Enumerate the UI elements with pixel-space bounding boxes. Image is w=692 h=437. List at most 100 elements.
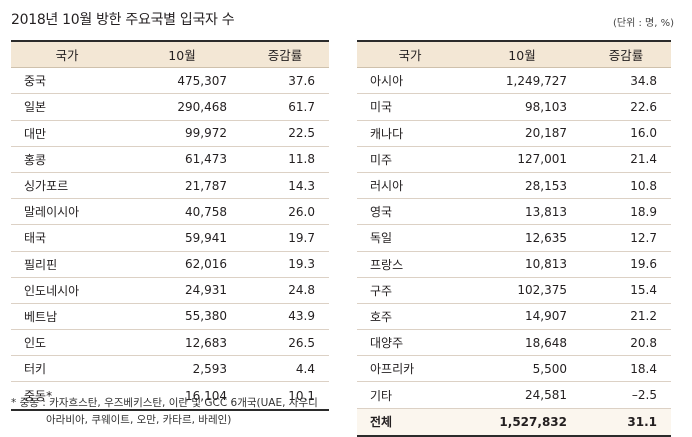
change-cell: –2.5 (631, 388, 657, 403)
table-row: 태국 59,941 19.7 (11, 225, 329, 252)
table-row: 아프리카 5,500 18.4 (357, 356, 671, 383)
country-cell: 대양주 (370, 336, 404, 351)
table-row: 독일 12,635 12.7 (357, 225, 671, 252)
change-cell: 18.9 (630, 204, 657, 219)
footnote: * 중동 : 카자흐스탄, 우즈베키스탄, 이란 및 GCC 6개국(UAE, … (11, 395, 318, 429)
table-row: 프랑스 10,813 19.6 (357, 252, 671, 278)
change-cell: 16.0 (630, 126, 657, 141)
value-cell: 18,648 (525, 335, 567, 350)
value-cell: 14,907 (525, 309, 567, 324)
value-cell: 62,016 (185, 257, 227, 272)
table-row: 베트남 55,380 43.9 (11, 304, 329, 331)
value-cell: 1,527,832 (499, 414, 567, 429)
value-cell: 20,187 (525, 126, 567, 141)
table-row: 필리핀 62,016 19.3 (11, 252, 329, 278)
change-cell: 21.4 (630, 152, 657, 167)
table-row: 인도네시아 24,931 24.8 (11, 278, 329, 304)
change-cell: 26.5 (288, 335, 315, 350)
country-cell: 태국 (24, 231, 47, 246)
value-cell: 290,468 (177, 99, 227, 114)
country-cell: 영국 (370, 205, 393, 220)
country-cell: 중동* (24, 389, 53, 404)
table-row: 터키 2,593 4.4 (11, 356, 329, 383)
change-cell: 37.6 (288, 73, 315, 88)
header-change: 증감률 (267, 48, 303, 64)
country-cell: 러시아 (370, 179, 404, 194)
change-cell: 19.6 (630, 257, 657, 272)
table-row: 미주 127,001 21.4 (357, 147, 671, 173)
country-cell: 기타 (370, 388, 393, 403)
change-cell: 18.4 (630, 361, 657, 376)
value-cell: 98,103 (525, 99, 567, 114)
page-title: 2018년 10월 방한 주요국별 입국자 수 (11, 12, 235, 28)
header-month: 10월 (508, 48, 536, 64)
value-cell: 475,307 (177, 73, 227, 88)
country-cell: 터키 (24, 362, 47, 377)
change-cell: 22.5 (288, 126, 315, 141)
footnote-line-2: 아라비아, 쿠웨이트, 오만, 카타르, 바레인) (46, 414, 232, 426)
value-cell: 12,683 (185, 335, 227, 350)
change-cell: 34.8 (630, 73, 657, 88)
country-cell: 인도 (24, 336, 47, 351)
change-cell: 19.7 (288, 230, 315, 245)
table-row: 전체 1,527,832 31.1 (357, 408, 671, 435)
left-table: 국가 10월 증감률 중국 475,307 37.6 일본 290,468 61.7 대만 9… (11, 40, 329, 411)
change-cell: 10.8 (630, 178, 657, 193)
unit-note: (단위 : 명, %) (613, 18, 674, 29)
value-cell: 102,375 (517, 283, 567, 298)
country-cell: 일본 (24, 100, 47, 115)
value-cell: 99,972 (185, 126, 227, 141)
country-cell: 아프리카 (370, 362, 415, 377)
country-cell: 홍콩 (24, 152, 47, 167)
table-row: 아시아 1,249,727 34.8 (357, 68, 671, 95)
change-cell: 24.8 (288, 283, 315, 298)
country-cell: 미국 (370, 100, 393, 115)
change-cell: 10.1 (288, 388, 315, 403)
table-row: 호주 14,907 21.2 (357, 304, 671, 331)
value-cell: 12,635 (525, 230, 567, 245)
country-cell: 중국 (24, 74, 47, 89)
table-row: 대만 99,972 22.5 (11, 121, 329, 147)
country-cell: 대만 (24, 126, 47, 141)
table-row: 홍콩 61,473 11.8 (11, 147, 329, 173)
footnote-line-1: * 중동 : 카자흐스탄, 우즈베키스탄, 이란 및 GCC 6개국(UAE, … (11, 397, 318, 409)
country-cell: 독일 (370, 231, 393, 246)
change-cell: 20.8 (630, 335, 657, 350)
left-table-header: 국가 10월 증감률 (11, 42, 329, 69)
table-row: 중동* 16,104 10.1 (11, 382, 329, 408)
country-cell: 싱가포르 (24, 179, 69, 194)
value-cell: 55,380 (185, 309, 227, 324)
value-cell: 28,153 (525, 178, 567, 193)
value-cell: 59,941 (185, 230, 227, 245)
country-cell: 구주 (370, 283, 393, 298)
value-cell: 21,787 (185, 178, 227, 193)
change-cell: 11.8 (288, 152, 315, 167)
table-row: 일본 290,468 61.7 (11, 94, 329, 121)
change-cell: 43.9 (288, 309, 315, 324)
table-row: 싱가포르 21,787 14.3 (11, 173, 329, 200)
table-row: 인도 12,683 26.5 (11, 330, 329, 357)
change-cell: 31.1 (627, 414, 657, 429)
country-cell: 미주 (370, 152, 393, 167)
change-cell: 21.2 (630, 309, 657, 324)
value-cell: 127,001 (517, 152, 567, 167)
table-row: 러시아 28,153 10.8 (357, 173, 671, 200)
table-row: 중국 475,307 37.6 (11, 68, 329, 95)
country-cell: 필리핀 (24, 257, 58, 272)
country-cell: 캐나다 (370, 126, 404, 141)
change-cell: 61.7 (288, 99, 315, 114)
change-cell: 4.4 (295, 361, 315, 376)
country-cell: 프랑스 (370, 257, 404, 272)
right-table: 국가 10월 증감률 아시아 1,249,727 34.8 미국 98,103 22.6 캐… (357, 40, 671, 437)
value-cell: 10,813 (525, 257, 567, 272)
table-row: 캐나다 20,187 16.0 (357, 121, 671, 147)
change-cell: 15.4 (630, 283, 657, 298)
change-cell: 14.3 (288, 178, 315, 193)
change-cell: 26.0 (288, 204, 315, 219)
change-cell: 12.7 (630, 230, 657, 245)
value-cell: 5,500 (532, 361, 567, 376)
value-cell: 61,473 (185, 152, 227, 167)
country-cell: 인도네시아 (24, 283, 80, 298)
change-cell: 22.6 (630, 99, 657, 114)
table-row: 구주 102,375 15.4 (357, 278, 671, 304)
